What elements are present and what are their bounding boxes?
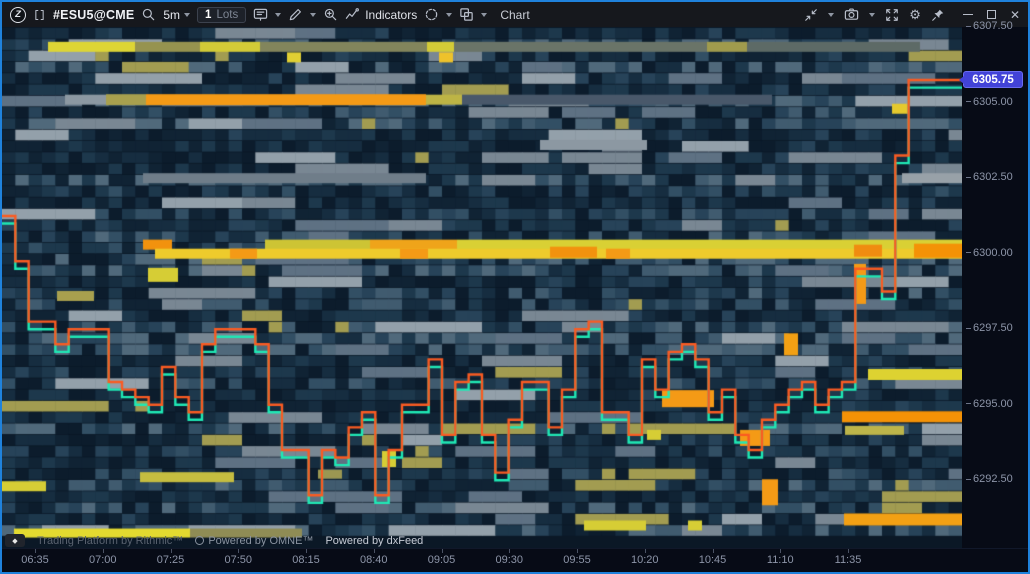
symbol-label[interactable]: #ESU5@CME: [53, 7, 135, 22]
indicators-chart-icon: [345, 7, 360, 22]
maximize-icon[interactable]: [986, 10, 996, 19]
time-tick-label: 10:45: [698, 554, 727, 566]
time-tick-label: 07:25: [156, 554, 185, 566]
chart-plot-area: ◆ Trading Platform by Rithmic™ Powered b…: [2, 27, 962, 548]
symbol-search-icon[interactable]: [141, 7, 156, 22]
time-tick-mark: [848, 549, 849, 553]
pin-icon[interactable]: [931, 8, 945, 22]
time-tick-label: 08:40: [359, 554, 388, 566]
price-axis[interactable]: 6305.75 6307.50 6305.00 6302.50 6300.00 6297…: [959, 20, 1028, 548]
time-tick-mark: [306, 549, 307, 553]
price-tick-label: 6307.50: [966, 20, 1013, 32]
time-tick-mark: [373, 549, 375, 553]
time-tick-mark: [102, 549, 104, 553]
price-tick-label: 6295.00: [966, 398, 1013, 410]
time-tick-mark: [509, 549, 511, 553]
chart-type-monitor-icon[interactable]: [253, 7, 268, 22]
price-tick-label: 6297.50: [966, 322, 1013, 334]
zoom-in-icon[interactable]: [323, 7, 338, 22]
close-icon[interactable]: ✕: [1009, 7, 1020, 22]
chart-type-caret[interactable]: [275, 12, 282, 17]
minimize-icon[interactable]: [962, 14, 973, 15]
indicators-label: Indicators: [365, 7, 418, 22]
lots-selector[interactable]: 1 Lots: [197, 6, 247, 23]
time-tick-label: 09:55: [563, 554, 591, 566]
time-tick-label: 08:15: [292, 554, 320, 566]
crosshair-circle-icon[interactable]: [424, 7, 439, 22]
drawing-pencil-icon[interactable]: [288, 7, 303, 22]
price-tick-label: 6300.00: [966, 247, 1013, 259]
time-tick-label: 07:50: [224, 554, 253, 566]
crosshair-caret[interactable]: [446, 12, 453, 17]
time-tick-label: 11:35: [834, 554, 862, 566]
timeframe-button[interactable]: 5m: [163, 7, 191, 22]
rithmic-attribution: Trading Platform by Rithmic™: [37, 534, 184, 547]
panels-caret[interactable]: [481, 12, 488, 17]
chart-panel: ◆ Trading Platform by Rithmic™ Powered b…: [2, 20, 1028, 548]
time-tick-mark: [644, 549, 646, 553]
price-tick-label: 6305.00: [966, 96, 1013, 108]
time-tick-label: 06:35: [21, 554, 49, 566]
time-tick-label: 11:10: [766, 554, 794, 566]
time-tick-mark: [170, 549, 172, 553]
panels-layout-icon[interactable]: [459, 7, 474, 22]
price-tick-label: 6292.50: [966, 473, 1013, 485]
chart-toolbar: Z #ESU5@CME 5m 1 Lots: [10, 6, 488, 23]
omne-logo-icon: [195, 536, 205, 545]
last-price-badge: 6305.75: [959, 71, 1023, 89]
collapse-caret[interactable]: [828, 12, 835, 17]
time-tick-mark: [238, 549, 240, 553]
time-tick-label: 09:05: [427, 554, 456, 566]
camera-snapshot-icon[interactable]: [844, 7, 859, 22]
lots-value: 1: [205, 8, 212, 21]
time-tick-label: 09:30: [495, 554, 524, 566]
collapse-arrows-icon[interactable]: [804, 8, 818, 22]
time-tick-mark: [577, 549, 578, 553]
timeframe-caret: [184, 12, 191, 17]
time-tick-mark: [712, 549, 714, 553]
time-tick-label: 10:20: [630, 554, 659, 566]
window-actions: ⚙ ✕: [804, 7, 1020, 22]
window-title: Chart: [500, 7, 530, 22]
time-tick-mark: [780, 549, 782, 553]
settings-gear-icon[interactable]: ⚙: [909, 7, 921, 22]
price-tick-label: 6302.50: [966, 171, 1013, 183]
camera-caret[interactable]: [869, 12, 876, 17]
time-tick-label: 07:00: [88, 554, 117, 566]
timeframe-label: 5m: [163, 7, 181, 22]
indicators-button[interactable]: Indicators: [345, 7, 417, 22]
app-logo-icon[interactable]: Z: [10, 6, 26, 23]
time-tick-mark: [35, 549, 36, 553]
attribution-bar: ◆ Trading Platform by Rithmic™ Powered b…: [5, 534, 423, 547]
dxfeed-attribution: Powered by dxFeed: [325, 534, 424, 547]
heatmap-chart-canvas[interactable]: [2, 27, 962, 548]
rithmic-badge-icon: ◆: [5, 534, 25, 547]
lots-label: Lots: [216, 8, 239, 21]
time-axis[interactable]: 06:35 07:00 07:25 07:50 08:15 08:40 09:05 09:30…: [2, 548, 1028, 570]
fullscreen-expand-icon[interactable]: [885, 8, 899, 22]
omne-attribution: Powered by OMNE™: [195, 535, 313, 547]
time-tick-mark: [441, 549, 443, 553]
symbol-link-icon[interactable]: [33, 8, 46, 22]
window-controls: ✕: [962, 7, 1020, 22]
window-titlebar[interactable]: Z #ESU5@CME 5m 1 Lots: [2, 2, 1028, 27]
drawing-caret[interactable]: [310, 12, 317, 17]
